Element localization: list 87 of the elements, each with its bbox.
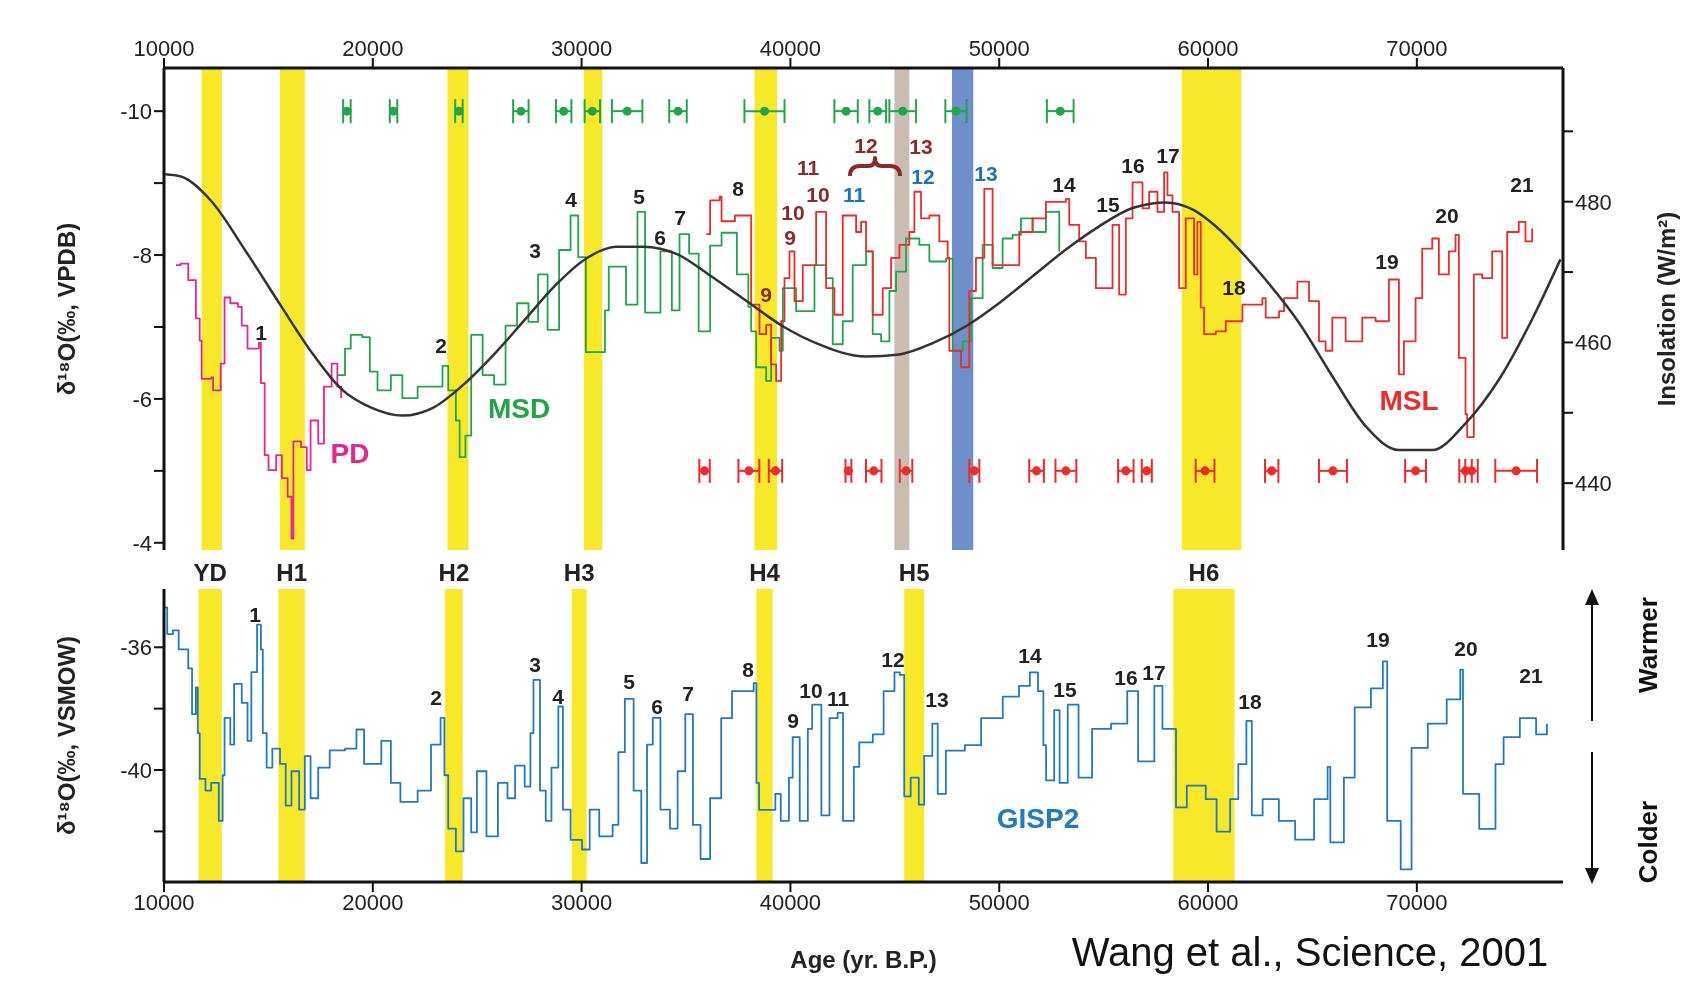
band-label: YD: [193, 559, 227, 587]
annotation: 20: [1435, 204, 1459, 228]
annotation: 12: [854, 134, 878, 158]
y2-tick-label: 480: [1575, 189, 1612, 215]
x-tick-label: 10000: [133, 889, 195, 915]
annotation: 8: [732, 177, 744, 201]
annotation: 2: [430, 686, 442, 710]
x-tick-label: 60000: [1177, 36, 1239, 61]
annotation: 2: [435, 334, 447, 358]
y-axis-title: δ¹⁸O(‰, VPDB): [52, 222, 80, 396]
annotation: 13: [974, 162, 998, 186]
annotation: 14: [1052, 173, 1076, 197]
annotation: 11: [796, 156, 820, 180]
x-tick-label: 50000: [968, 36, 1030, 61]
annotation: 5: [633, 185, 645, 209]
annotation: 9: [760, 283, 772, 307]
annotation: 16: [1121, 154, 1145, 178]
annotation: 21: [1519, 664, 1543, 688]
text: Colder: [1632, 800, 1664, 884]
annotation: 12: [911, 165, 935, 189]
annotation: 7: [674, 206, 686, 230]
y-tick-label: -40: [120, 757, 152, 783]
x-tick-label: 70000: [1386, 36, 1448, 61]
annotation: 19: [1366, 628, 1390, 652]
text: Wang et al., Science, 2001: [1071, 929, 1549, 975]
annotation: 12: [881, 648, 905, 672]
annotation: 7: [682, 682, 694, 706]
annotation: 6: [651, 695, 663, 719]
annotation: 10: [806, 183, 830, 207]
x-tick-label: 40000: [759, 889, 822, 915]
annotation: 17: [1142, 661, 1166, 685]
y2-tick-label: 440: [1575, 470, 1612, 496]
annotation: 20: [1454, 637, 1478, 661]
band-label: H6: [1188, 559, 1220, 587]
annotation: 11: [842, 183, 866, 207]
y2-axis-title: Insolation (W/m²): [1652, 211, 1680, 407]
annotation: 3: [529, 239, 541, 263]
annotation: 13: [925, 688, 949, 712]
y-tick-label: -10: [120, 98, 152, 124]
x-tick-label: 50000: [968, 889, 1030, 915]
annotation: 17: [1156, 144, 1180, 168]
annotation: 15: [1053, 678, 1077, 702]
x-tick-label: 30000: [551, 889, 613, 915]
annotation: 4: [552, 685, 564, 709]
annotation: 4: [565, 188, 577, 212]
x-axis-title: Age (yr. B.P.): [790, 946, 937, 973]
x-tick-label: 20000: [342, 889, 404, 915]
x-tick-label: 70000: [1386, 889, 1448, 915]
annotation: 18: [1238, 690, 1262, 714]
band-label: H1: [276, 559, 307, 587]
series-label: MSL: [1379, 385, 1439, 417]
annotation: 11: [826, 687, 850, 711]
x-tick-label: 10000: [133, 36, 195, 61]
annotation: 8: [742, 658, 754, 682]
x-tick-label: 30000: [551, 36, 613, 61]
annotation: 19: [1375, 250, 1399, 274]
x-tick-label: 20000: [342, 36, 404, 61]
series-label: GISP2: [996, 803, 1080, 835]
y-tick-label: -36: [120, 635, 152, 661]
annotation: 5: [623, 670, 635, 694]
annotation: 16: [1114, 666, 1138, 690]
y-tick-label: -8: [132, 242, 152, 268]
band-label: H4: [749, 559, 780, 587]
series-label: PD: [330, 438, 370, 470]
annotation: 1: [249, 603, 261, 627]
band-label: H2: [438, 559, 470, 587]
annotation: 10: [799, 679, 823, 703]
annotation: 6: [654, 226, 666, 250]
annotation: 9: [784, 226, 796, 250]
band-label: H3: [563, 559, 595, 587]
series-label: MSD: [487, 393, 551, 425]
y-tick-label: -4: [132, 530, 152, 556]
y-axis-title: δ¹⁸O(‰, VSMOW): [52, 635, 80, 836]
y-tick-label: -6: [132, 386, 152, 412]
text: Warmer: [1632, 597, 1664, 693]
y2-tick-label: 460: [1575, 330, 1612, 356]
annotation: 14: [1018, 644, 1042, 668]
annotation: 21: [1510, 173, 1534, 197]
annotation: 10: [781, 201, 805, 225]
x-tick-label: 60000: [1177, 889, 1239, 915]
annotation: 9: [787, 709, 799, 733]
band-label: H5: [898, 559, 930, 587]
annotation: 1: [255, 321, 267, 345]
annotation: 13: [909, 135, 933, 159]
annotation: 3: [529, 653, 541, 677]
annotation: 15: [1096, 193, 1120, 217]
x-tick-label: 40000: [759, 36, 822, 61]
